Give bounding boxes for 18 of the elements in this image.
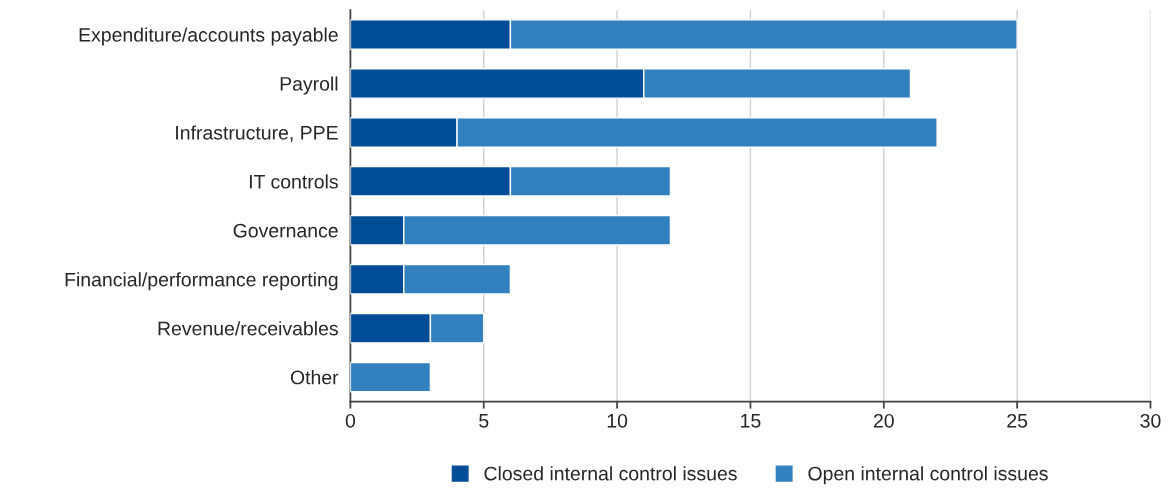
legend-label: Open internal control issues <box>808 466 1048 485</box>
legend-label: Closed internal control issues <box>484 466 737 481</box>
y-tick-label: Expenditure/accounts payable <box>79 27 338 46</box>
x-tick-label: 10 <box>607 413 628 428</box>
y-tick-label: Infrastructure, PPE <box>176 125 338 142</box>
x-tick-label: 20 <box>873 413 894 428</box>
x-tick-label: 5 <box>479 414 489 428</box>
y-tick-label: Financial/performance reporting <box>65 272 338 291</box>
y-tick-label: Other <box>290 370 339 385</box>
y-tick-label: Payroll <box>280 76 338 95</box>
x-tick-label: 15 <box>741 414 761 428</box>
x-tick-label: 25 <box>1007 413 1028 428</box>
y-tick-label: IT controls <box>249 174 338 189</box>
x-tick-label: 30 <box>1140 413 1161 428</box>
y-tick-label: Governance <box>233 223 338 238</box>
bar <box>350 361 432 393</box>
y-tick-label: Revenue/receivables <box>158 321 338 336</box>
x-tick-label: 0 <box>345 413 356 428</box>
